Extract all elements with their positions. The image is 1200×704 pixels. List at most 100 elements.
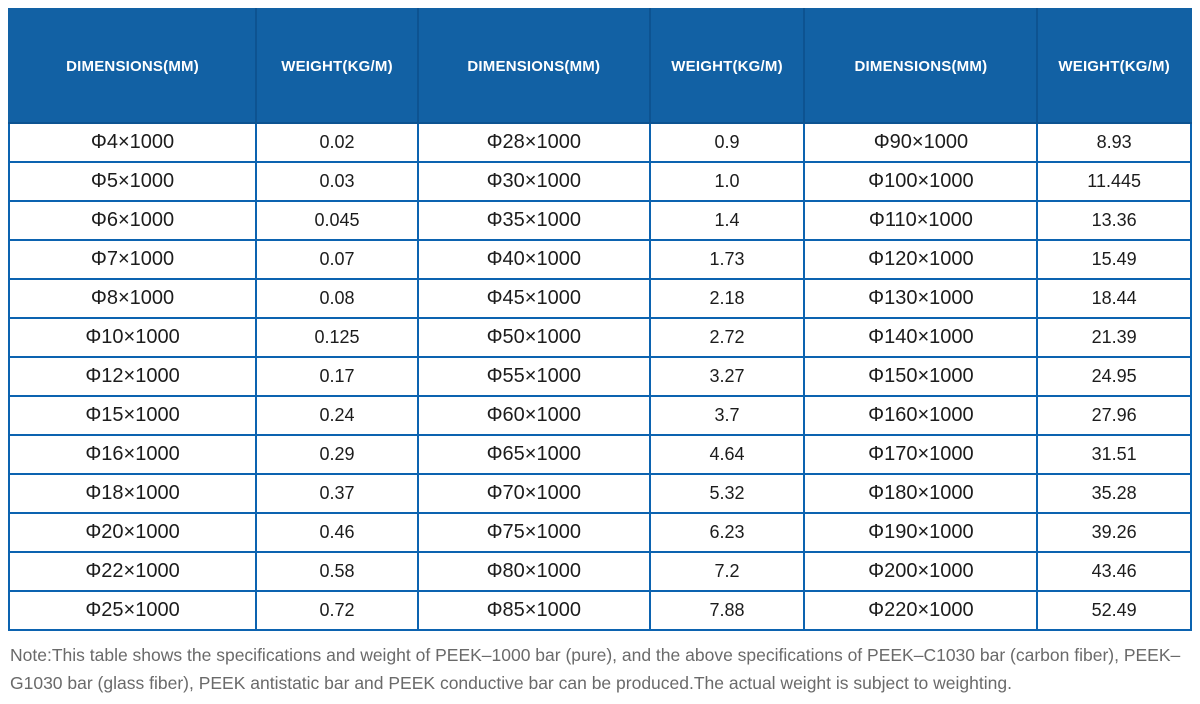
dimension-cell: Φ70×1000 xyxy=(416,473,651,514)
table-row: Φ5×1000 0.03 Φ30×1000 1.0 Φ100×1000 11.445 xyxy=(7,161,1192,202)
dimension-cell: Φ40×1000 xyxy=(416,239,651,280)
table-row: Φ8×1000 0.08 Φ45×1000 2.18 Φ130×1000 18.44 xyxy=(7,278,1192,319)
weight-cell: 0.29 xyxy=(255,434,419,475)
dimension-cell: Φ110×1000 xyxy=(803,200,1039,241)
dimension-cell: Φ28×1000 xyxy=(416,122,651,163)
dimension-cell: Φ150×1000 xyxy=(803,356,1039,397)
weight-cell: 0.9 xyxy=(648,122,806,163)
dimension-cell: Φ50×1000 xyxy=(416,317,651,358)
table-row: Φ10×1000 0.125 Φ50×1000 2.72 Φ140×1000 21.39 xyxy=(7,317,1192,358)
column-header: WEIGHT(KG/M) xyxy=(1036,8,1192,124)
dimension-cell: Φ130×1000 xyxy=(803,278,1039,319)
weight-cell: 0.02 xyxy=(255,122,419,163)
dimension-cell: Φ15×1000 xyxy=(7,395,258,436)
dimension-cell: Φ200×1000 xyxy=(803,551,1039,592)
weight-cell: 43.46 xyxy=(1036,551,1192,592)
weight-cell: 0.08 xyxy=(255,278,419,319)
dimension-cell: Φ80×1000 xyxy=(416,551,651,592)
table-body: Φ4×1000 0.02 Φ28×1000 0.9 Φ90×1000 8.93 Φ5×100… xyxy=(7,122,1192,631)
table-row: Φ7×1000 0.07 Φ40×1000 1.73 Φ120×1000 15.49 xyxy=(7,239,1192,280)
weight-cell: 0.58 xyxy=(255,551,419,592)
table-row: Φ6×1000 0.045 Φ35×1000 1.4 Φ110×1000 13.36 xyxy=(7,200,1192,241)
weight-cell: 31.51 xyxy=(1036,434,1192,475)
dimension-cell: Φ100×1000 xyxy=(803,161,1039,202)
weight-cell: 0.125 xyxy=(255,317,419,358)
dimension-cell: Φ22×1000 xyxy=(7,551,258,592)
weight-cell: 13.36 xyxy=(1036,200,1192,241)
dimension-cell: Φ120×1000 xyxy=(803,239,1039,280)
table-row: Φ18×1000 0.37 Φ70×1000 5.32 Φ180×1000 35.28 xyxy=(7,473,1192,514)
weight-cell: 3.7 xyxy=(648,395,806,436)
dimension-cell: Φ140×1000 xyxy=(803,317,1039,358)
note-text: Note:This table shows the specifications… xyxy=(10,645,1181,693)
weight-cell: 8.93 xyxy=(1036,122,1192,163)
dimension-cell: Φ160×1000 xyxy=(803,395,1039,436)
weight-cell: 52.49 xyxy=(1036,590,1192,631)
table-row: Φ12×1000 0.17 Φ55×1000 3.27 Φ150×1000 24.95 xyxy=(7,356,1192,397)
weight-cell: 0.07 xyxy=(255,239,419,280)
dimension-cell: Φ75×1000 xyxy=(416,512,651,553)
weight-cell: 15.49 xyxy=(1036,239,1192,280)
weight-cell: 6.23 xyxy=(648,512,806,553)
table-row: Φ15×1000 0.24 Φ60×1000 3.7 Φ160×1000 27.96 xyxy=(7,395,1192,436)
dimension-cell: Φ6×1000 xyxy=(7,200,258,241)
table-row: Φ22×1000 0.58 Φ80×1000 7.2 Φ200×1000 43.46 xyxy=(7,551,1192,592)
weight-cell: 4.64 xyxy=(648,434,806,475)
weight-cell: 0.46 xyxy=(255,512,419,553)
weight-cell: 7.88 xyxy=(648,590,806,631)
weight-cell: 1.4 xyxy=(648,200,806,241)
dimension-cell: Φ90×1000 xyxy=(803,122,1039,163)
weight-cell: 0.72 xyxy=(255,590,419,631)
weight-cell: 0.045 xyxy=(255,200,419,241)
dimension-cell: Φ20×1000 xyxy=(7,512,258,553)
dimension-cell: Φ18×1000 xyxy=(7,473,258,514)
weight-cell: 27.96 xyxy=(1036,395,1192,436)
weight-cell: 39.26 xyxy=(1036,512,1192,553)
column-header: WEIGHT(KG/M) xyxy=(648,8,806,124)
weight-cell: 18.44 xyxy=(1036,278,1192,319)
dimension-cell: Φ85×1000 xyxy=(416,590,651,631)
column-header: DIMENSIONS(MM) xyxy=(7,8,258,124)
table-row: Φ25×1000 0.72 Φ85×1000 7.88 Φ220×1000 52.49 xyxy=(7,590,1192,631)
dimension-cell: Φ45×1000 xyxy=(416,278,651,319)
dimension-cell: Φ12×1000 xyxy=(7,356,258,397)
weight-cell: 7.2 xyxy=(648,551,806,592)
dimension-cell: Φ220×1000 xyxy=(803,590,1039,631)
header-row: DIMENSIONS(MM) WEIGHT(KG/M) DIMENSIONS(MM)… xyxy=(7,8,1192,124)
dimension-cell: Φ35×1000 xyxy=(416,200,651,241)
weight-cell: 1.0 xyxy=(648,161,806,202)
column-header: DIMENSIONS(MM) xyxy=(416,8,651,124)
dimension-cell: Φ180×1000 xyxy=(803,473,1039,514)
table-row: Φ4×1000 0.02 Φ28×1000 0.9 Φ90×1000 8.93 xyxy=(7,122,1192,163)
weight-cell: 5.32 xyxy=(648,473,806,514)
weight-cell: 24.95 xyxy=(1036,356,1192,397)
dimension-cell: Φ4×1000 xyxy=(7,122,258,163)
dimension-cell: Φ25×1000 xyxy=(7,590,258,631)
weight-cell: 0.24 xyxy=(255,395,419,436)
table-row: Φ16×1000 0.29 Φ65×1000 4.64 Φ170×1000 31.51 xyxy=(7,434,1192,475)
dimension-cell: Φ60×1000 xyxy=(416,395,651,436)
weight-cell: 0.03 xyxy=(255,161,419,202)
dimension-cell: Φ190×1000 xyxy=(803,512,1039,553)
weight-cell: 11.445 xyxy=(1036,161,1192,202)
weight-cell: 21.39 xyxy=(1036,317,1192,358)
weight-cell: 35.28 xyxy=(1036,473,1192,514)
dimension-cell: Φ16×1000 xyxy=(7,434,258,475)
table-row: Φ20×1000 0.46 Φ75×1000 6.23 Φ190×1000 39.26 xyxy=(7,512,1192,553)
weight-cell: 1.73 xyxy=(648,239,806,280)
column-header: DIMENSIONS(MM) xyxy=(803,8,1039,124)
dimension-cell: Φ10×1000 xyxy=(7,317,258,358)
weight-cell: 2.18 xyxy=(648,278,806,319)
dimension-cell: Φ55×1000 xyxy=(416,356,651,397)
column-header: WEIGHT(KG/M) xyxy=(255,8,419,124)
weight-cell: 3.27 xyxy=(648,356,806,397)
dimension-cell: Φ5×1000 xyxy=(7,161,258,202)
weight-cell: 2.72 xyxy=(648,317,806,358)
weight-cell: 0.17 xyxy=(255,356,419,397)
dimension-cell: Φ65×1000 xyxy=(416,434,651,475)
dimension-cell: Φ30×1000 xyxy=(416,161,651,202)
peek-bar-spec-table: DIMENSIONS(MM) WEIGHT(KG/M) DIMENSIONS(MM)… xyxy=(7,8,1192,631)
weight-cell: 0.37 xyxy=(255,473,419,514)
dimension-cell: Φ170×1000 xyxy=(803,434,1039,475)
